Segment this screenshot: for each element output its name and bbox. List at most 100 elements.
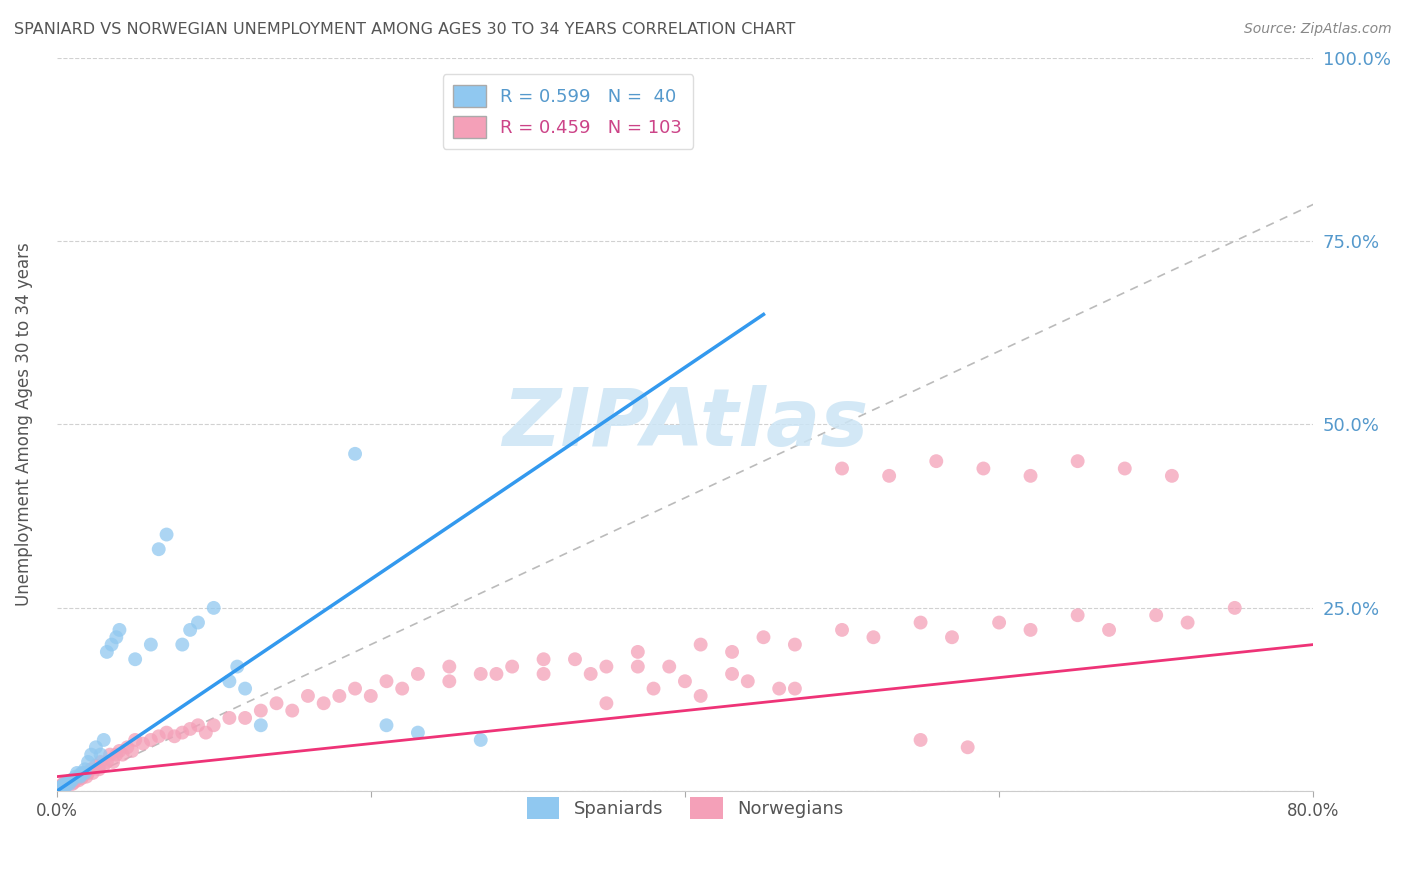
Point bbox=[783, 638, 806, 652]
Point bbox=[121, 744, 143, 758]
Point bbox=[312, 696, 335, 710]
Point bbox=[69, 770, 91, 784]
Point bbox=[105, 747, 128, 762]
Point bbox=[1019, 468, 1042, 483]
Point bbox=[501, 659, 523, 673]
Point bbox=[721, 667, 744, 681]
Point bbox=[72, 768, 94, 782]
Point bbox=[52, 777, 75, 791]
Point bbox=[218, 674, 240, 689]
Point bbox=[56, 775, 79, 789]
Point bbox=[1144, 608, 1167, 623]
Point bbox=[627, 645, 650, 659]
Point bbox=[768, 681, 790, 696]
Point bbox=[65, 770, 87, 784]
Point bbox=[132, 737, 155, 751]
Point bbox=[439, 659, 461, 673]
Point bbox=[90, 755, 112, 769]
Point bbox=[831, 461, 853, 475]
Point bbox=[90, 747, 112, 762]
Point bbox=[344, 681, 367, 696]
Point bbox=[752, 630, 775, 644]
Point bbox=[328, 689, 350, 703]
Point bbox=[202, 718, 225, 732]
Point bbox=[124, 652, 146, 666]
Point bbox=[564, 652, 586, 666]
Point bbox=[172, 638, 194, 652]
Point bbox=[627, 659, 650, 673]
Point bbox=[53, 777, 76, 791]
Point bbox=[59, 773, 82, 788]
Point bbox=[148, 729, 170, 743]
Point bbox=[80, 747, 103, 762]
Point bbox=[406, 667, 429, 681]
Point bbox=[101, 755, 124, 769]
Point bbox=[470, 733, 492, 747]
Point bbox=[73, 766, 96, 780]
Point bbox=[66, 771, 89, 785]
Point bbox=[187, 615, 209, 630]
Point bbox=[910, 733, 932, 747]
Point bbox=[100, 638, 122, 652]
Point bbox=[941, 630, 963, 644]
Legend: Spaniards, Norwegians: Spaniards, Norwegians bbox=[519, 789, 851, 826]
Point bbox=[48, 780, 70, 795]
Point bbox=[124, 733, 146, 747]
Point bbox=[84, 758, 107, 772]
Point bbox=[67, 773, 90, 788]
Point bbox=[63, 775, 86, 789]
Point bbox=[60, 773, 83, 788]
Point bbox=[925, 454, 948, 468]
Point bbox=[956, 740, 979, 755]
Y-axis label: Unemployment Among Ages 30 to 34 years: Unemployment Among Ages 30 to 34 years bbox=[15, 243, 32, 607]
Point bbox=[53, 775, 76, 789]
Point bbox=[1114, 461, 1136, 475]
Point bbox=[58, 775, 80, 789]
Point bbox=[93, 758, 115, 772]
Point bbox=[406, 725, 429, 739]
Point bbox=[52, 779, 75, 793]
Point bbox=[689, 638, 711, 652]
Text: ZIPAtlas: ZIPAtlas bbox=[502, 385, 868, 464]
Point bbox=[117, 740, 139, 755]
Point bbox=[721, 645, 744, 659]
Point bbox=[163, 729, 186, 743]
Point bbox=[96, 755, 118, 769]
Point bbox=[59, 773, 82, 788]
Point bbox=[48, 780, 70, 795]
Point bbox=[55, 779, 77, 793]
Point bbox=[148, 542, 170, 557]
Point bbox=[111, 747, 134, 762]
Point bbox=[1223, 600, 1246, 615]
Point bbox=[69, 768, 91, 782]
Point bbox=[658, 659, 681, 673]
Point bbox=[84, 740, 107, 755]
Point bbox=[877, 468, 900, 483]
Point bbox=[179, 623, 201, 637]
Point bbox=[250, 704, 273, 718]
Point bbox=[391, 681, 413, 696]
Point bbox=[172, 725, 194, 739]
Point bbox=[80, 762, 103, 776]
Point bbox=[70, 766, 93, 780]
Point bbox=[233, 711, 256, 725]
Point bbox=[1066, 454, 1088, 468]
Point bbox=[1066, 608, 1088, 623]
Point bbox=[988, 615, 1011, 630]
Text: SPANIARD VS NORWEGIAN UNEMPLOYMENT AMONG AGES 30 TO 34 YEARS CORRELATION CHART: SPANIARD VS NORWEGIAN UNEMPLOYMENT AMONG… bbox=[14, 22, 796, 37]
Point bbox=[266, 696, 288, 710]
Point bbox=[82, 766, 104, 780]
Point bbox=[69, 770, 91, 784]
Point bbox=[470, 667, 492, 681]
Point bbox=[202, 600, 225, 615]
Point bbox=[1177, 615, 1199, 630]
Text: Source: ZipAtlas.com: Source: ZipAtlas.com bbox=[1244, 22, 1392, 37]
Point bbox=[93, 733, 115, 747]
Point bbox=[1161, 468, 1184, 483]
Point bbox=[98, 747, 121, 762]
Point bbox=[689, 689, 711, 703]
Point bbox=[73, 762, 96, 776]
Point bbox=[783, 681, 806, 696]
Point bbox=[56, 777, 79, 791]
Point bbox=[485, 667, 508, 681]
